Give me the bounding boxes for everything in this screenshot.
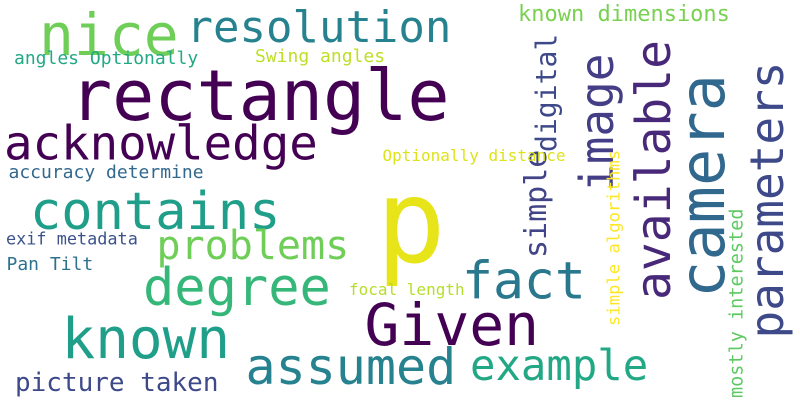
- word-resolution: resolution: [186, 2, 452, 53]
- word-acknowledge: acknowledge: [4, 116, 318, 172]
- word-focal-length: focal length: [349, 280, 465, 299]
- word-accuracy-determine: accuracy determine: [8, 162, 204, 183]
- word-optionally-distance: Optionally distance: [382, 146, 566, 165]
- word-parameters: parameters: [740, 61, 794, 339]
- word-rectangle: rectangle: [70, 55, 450, 137]
- word-fact: fact: [462, 251, 586, 312]
- word-assumed: assumed: [245, 338, 457, 396]
- word-simple-algorithms: simple algorithms: [604, 149, 625, 326]
- word-degree: degree: [143, 258, 331, 318]
- word-picture-taken: picture taken: [15, 368, 219, 398]
- word-swing-angles: Swing angles: [255, 46, 386, 67]
- word-simple: simple: [519, 149, 554, 258]
- word-digital: digital: [530, 33, 563, 152]
- word-nice: nice: [39, 1, 179, 69]
- word-mostly-interested: mostly interested: [726, 208, 748, 398]
- word-contains: contains: [30, 182, 281, 242]
- word-angles-optionally: angles Optionally: [14, 48, 199, 69]
- word-p: p: [376, 155, 446, 290]
- word-available: available: [626, 39, 682, 300]
- word-known: known: [61, 307, 231, 372]
- word-exif-metadata: exif metadata: [6, 228, 138, 249]
- word-given: Given: [364, 291, 540, 359]
- word-known-dimensions: known dimensions: [518, 2, 730, 27]
- word-example: example: [470, 341, 649, 390]
- word-pan-tilt: Pan Tilt: [6, 254, 94, 275]
- word-problems: problems: [156, 223, 350, 269]
